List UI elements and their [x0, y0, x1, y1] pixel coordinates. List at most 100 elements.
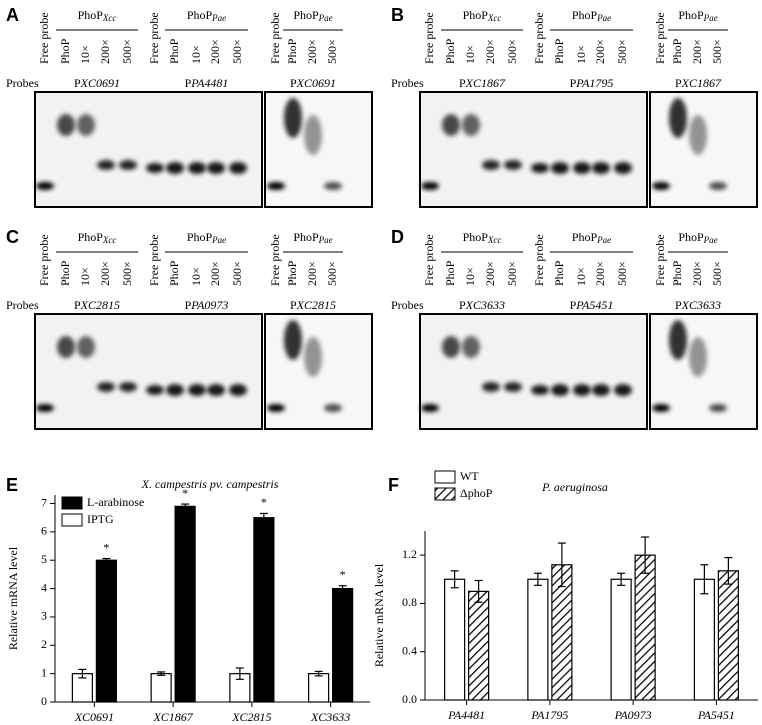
- bar: [717, 570, 739, 701]
- lane-label: 500×: [505, 39, 519, 64]
- gel-band: [709, 404, 727, 412]
- probe-name: PPA4481: [185, 76, 229, 90]
- group-header: PhoPPae: [293, 8, 332, 23]
- y-tick-label: 0.0: [402, 692, 417, 706]
- lane-label: 500×: [615, 39, 629, 64]
- lane-label: 200×: [98, 261, 112, 286]
- lane-label: 10×: [189, 267, 203, 286]
- gel-band: [119, 382, 137, 392]
- probe-prefix: P: [675, 298, 682, 312]
- gel-band: [284, 98, 302, 138]
- gel-band: [689, 337, 707, 377]
- x-tick-label: PA0973: [614, 708, 652, 722]
- protein-subscript: Xcc: [487, 235, 502, 245]
- lane-label: Free probe: [532, 234, 546, 286]
- gel-band: [482, 160, 500, 170]
- group-header: PhoPPae: [572, 230, 611, 245]
- lane-label: 200×: [483, 261, 497, 286]
- gel-band: [97, 160, 115, 170]
- legend-label: L-arabinose: [87, 495, 144, 509]
- protein-subscript: Pae: [211, 235, 226, 245]
- protein-subscript: Pae: [318, 13, 333, 23]
- gel-band: [442, 336, 460, 358]
- lane-label: Free probe: [268, 12, 282, 64]
- gel-box: [419, 313, 648, 430]
- probe-prefix: P: [675, 76, 682, 90]
- gel-box: [34, 91, 263, 208]
- gel-band: [669, 320, 687, 360]
- group-header: PhoPXcc: [463, 230, 502, 245]
- protein-name: PhoP: [572, 8, 598, 22]
- lane-label: Free probe: [653, 234, 667, 286]
- error-bar: [235, 667, 244, 680]
- significance-mark: *: [182, 486, 188, 500]
- x-tick-label: PA1795: [530, 708, 568, 722]
- y-tick-label: 3: [41, 609, 47, 623]
- probe-prefix: P: [459, 298, 466, 312]
- lane-label: PhoP: [670, 260, 684, 286]
- lane-label: 500×: [230, 39, 244, 64]
- y-axis-label: Relative mRNA level: [372, 563, 386, 667]
- protein-subscript: Pae: [703, 235, 718, 245]
- protein-name: PhoP: [187, 230, 213, 244]
- gel-band: [614, 162, 632, 174]
- group-header: PhoPXcc: [78, 8, 117, 23]
- error-bar: [181, 503, 190, 510]
- lane-label: 500×: [230, 261, 244, 286]
- protein-name: PhoP: [293, 8, 319, 22]
- y-tick-label: 4: [41, 580, 47, 594]
- y-axis-label: Relative mRNA level: [6, 546, 20, 650]
- gel-band: [442, 114, 460, 136]
- probe-name: PXC3633: [459, 298, 505, 312]
- gel-band: [119, 160, 137, 170]
- lane-label: Free probe: [147, 234, 161, 286]
- protein-subscript: Pae: [596, 235, 611, 245]
- error-bar: [259, 512, 268, 523]
- lane-label: Free probe: [422, 12, 436, 64]
- lane-label: 500×: [325, 261, 339, 286]
- probe-name: PXC3633: [675, 298, 721, 312]
- y-tick-label: 2: [41, 637, 47, 651]
- probe-id: XC1867: [681, 76, 722, 90]
- group-header: PhoPPae: [678, 8, 717, 23]
- probe-id: XC0691: [80, 76, 120, 90]
- probe-prefix: P: [290, 298, 297, 312]
- lane-label: PhoP: [167, 260, 181, 286]
- lane-label: 500×: [120, 39, 134, 64]
- lane-label: PhoP: [443, 260, 457, 286]
- probe-id: XC3633: [465, 298, 505, 312]
- gel-band: [614, 384, 632, 396]
- bar: [444, 578, 466, 701]
- group-header: PhoPXcc: [78, 230, 117, 245]
- legend-swatch: [434, 470, 456, 484]
- group-header: PhoPXcc: [463, 8, 502, 23]
- lane-label: Free probe: [532, 12, 546, 64]
- gel-band: [267, 182, 285, 190]
- gel-band: [689, 115, 707, 155]
- probe-id: PA5451: [575, 298, 613, 312]
- y-tick-label: 5: [41, 552, 47, 566]
- gel-band: [592, 384, 610, 396]
- error-bar: [338, 585, 347, 593]
- lane-label: PhoP: [58, 260, 72, 286]
- probe-name: PXC0691: [74, 76, 120, 90]
- gel-band: [207, 162, 225, 174]
- lane-label: 500×: [615, 261, 629, 286]
- bar: [150, 673, 172, 703]
- legend-label: WT: [460, 469, 479, 483]
- gel-band: [421, 404, 439, 412]
- panel-letter: A: [6, 5, 19, 25]
- lane-label: 200×: [208, 39, 222, 64]
- significance-mark: *: [103, 540, 109, 554]
- lane-label: 500×: [710, 39, 724, 64]
- gel-band: [324, 404, 342, 412]
- lane-label: 200×: [98, 39, 112, 64]
- gel-band: [304, 337, 322, 377]
- lane-label: PhoP: [58, 38, 72, 64]
- lane-label: 500×: [710, 261, 724, 286]
- gel-band: [146, 163, 164, 173]
- probe-name: PXC1867: [675, 76, 722, 90]
- probe-prefix: P: [570, 298, 577, 312]
- error-bar: [557, 542, 566, 588]
- gel-band: [504, 382, 522, 392]
